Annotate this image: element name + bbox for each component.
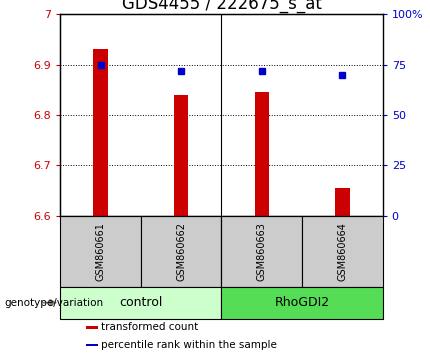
Bar (335, 188, 350, 216)
Bar (93, 50, 108, 216)
Text: GSM860664: GSM860664 (338, 222, 347, 281)
Bar (60, 287, 221, 319)
Bar (255, 92, 269, 216)
Bar (174, 95, 188, 216)
Text: control: control (119, 296, 163, 309)
Bar (221, 216, 302, 287)
Text: transformed count: transformed count (101, 322, 199, 332)
Bar (86, 326, 98, 329)
Text: genotype/variation: genotype/variation (4, 298, 104, 308)
Bar (86, 344, 98, 346)
Bar (302, 216, 383, 287)
Text: percentile rank within the sample: percentile rank within the sample (101, 340, 277, 350)
Text: GSM860661: GSM860661 (95, 222, 105, 281)
Text: RhoGDI2: RhoGDI2 (274, 296, 330, 309)
Bar (141, 216, 221, 287)
Bar (221, 287, 383, 319)
Bar (60, 216, 141, 287)
Title: GDS4455 / 222675_s_at: GDS4455 / 222675_s_at (122, 0, 321, 13)
Text: GSM860663: GSM860663 (257, 222, 267, 281)
Text: GSM860662: GSM860662 (176, 222, 186, 281)
